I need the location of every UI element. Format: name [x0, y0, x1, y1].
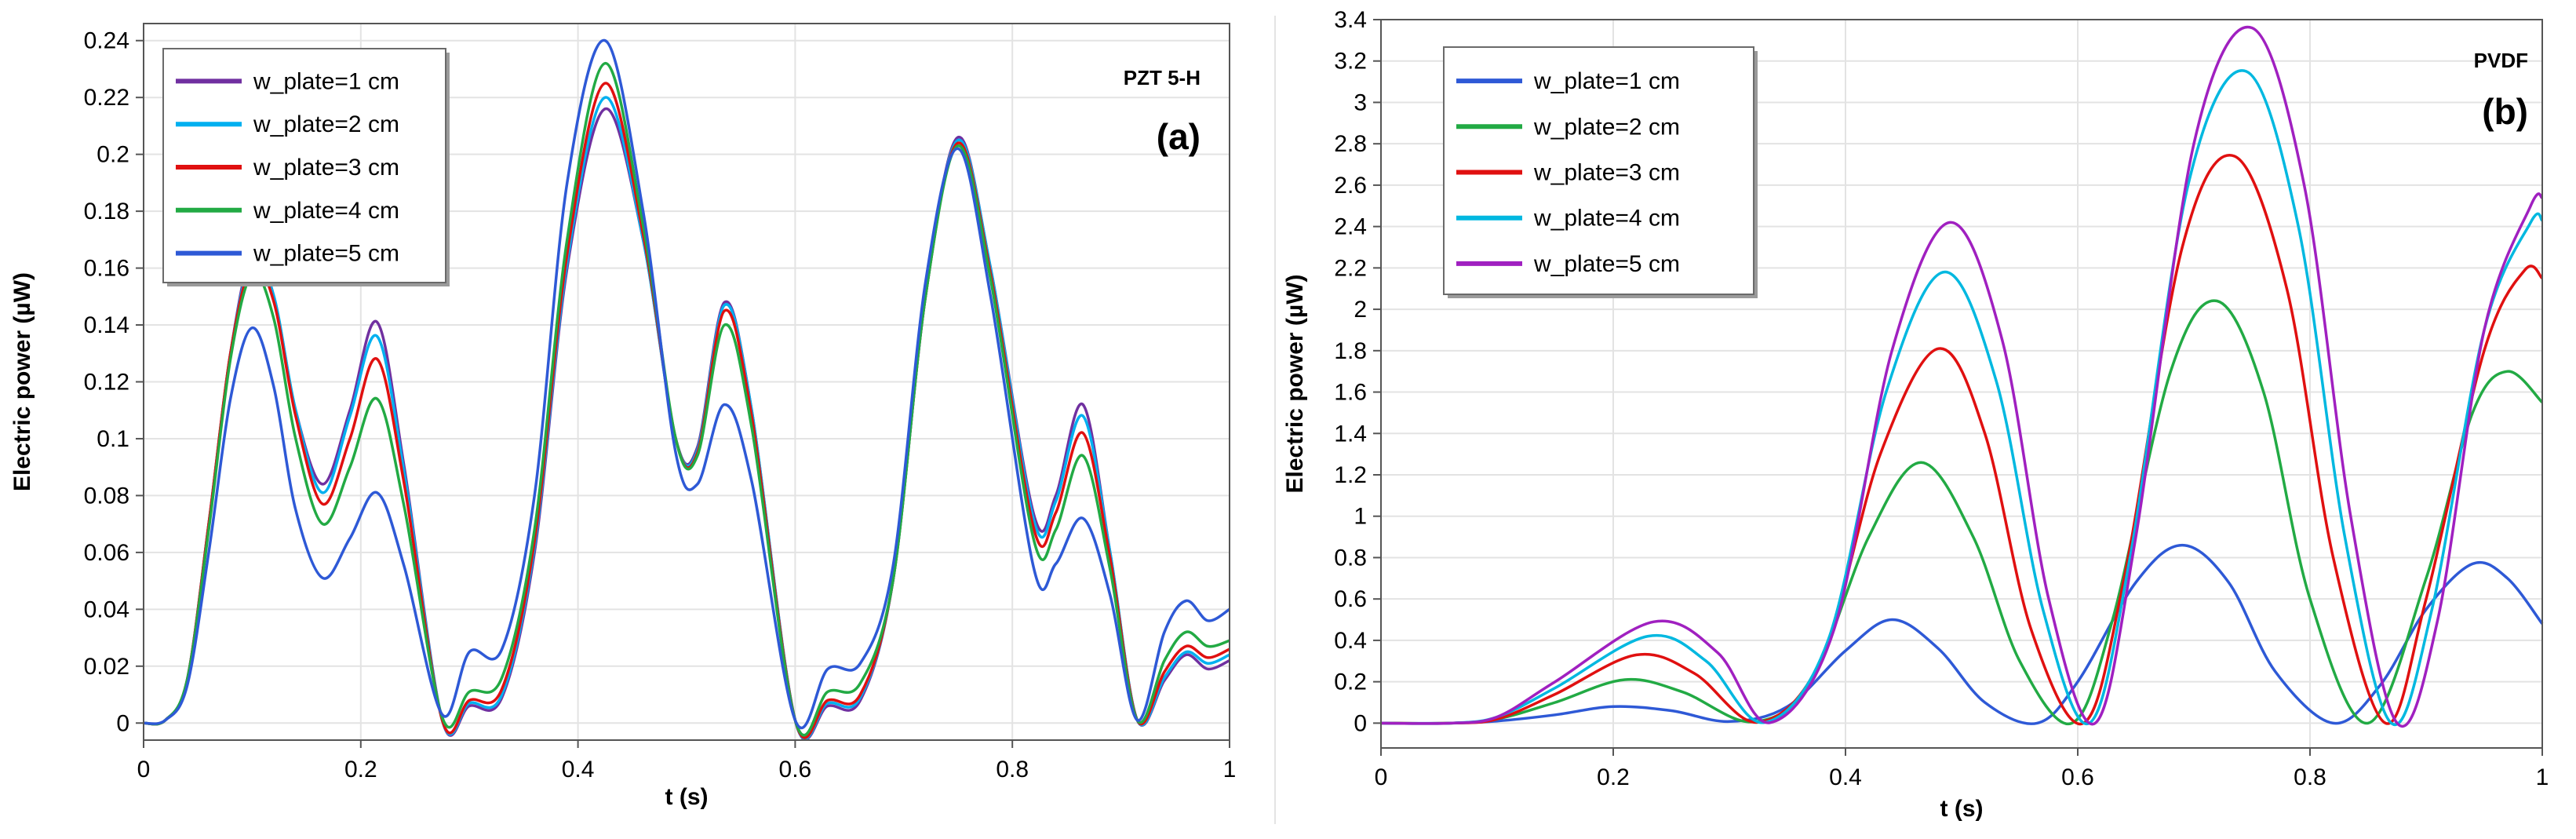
x-tick-label: 0.2 — [344, 757, 377, 782]
y-tick-label: 1 — [1354, 504, 1367, 530]
legend: w_plate=1 cm w_plate=2 cm w_plate=3 cm w_pl… — [1443, 46, 1758, 298]
material-label: PZT 5-H — [1124, 66, 1201, 89]
y-tick-label: 0.16 — [84, 256, 129, 282]
y-tick-label: 2.4 — [1334, 214, 1367, 240]
legend-label: w_plate=4 cm — [1533, 206, 1680, 232]
y-tick-label: 2.6 — [1334, 173, 1367, 199]
x-tick-label: 0.4 — [1829, 764, 1862, 790]
y-tick-label: 3.4 — [1334, 7, 1367, 33]
y-tick-label: 0.06 — [84, 540, 129, 566]
y-tick-label: 0.2 — [1334, 669, 1367, 695]
y-tick-label: 0.02 — [84, 654, 129, 680]
y-axis-label: Electric power (µW) — [1282, 275, 1308, 494]
y-tick-label: 0.14 — [84, 312, 129, 338]
x-tick-label: 0.2 — [1597, 764, 1630, 790]
legend-label: w_plate=5 cm — [1533, 251, 1680, 277]
series-line-w-plate-5-cm — [143, 38, 1230, 730]
y-tick-label: 3 — [1354, 89, 1367, 115]
y-tick-label: 1.6 — [1334, 380, 1367, 406]
y-tick-label: 1.8 — [1334, 338, 1367, 364]
legend-label: w_plate=3 cm — [253, 155, 399, 181]
y-tick-label: 0.24 — [84, 28, 129, 54]
legend-label: w_plate=2 cm — [1533, 114, 1680, 140]
y-tick-label: 0.2 — [97, 142, 129, 168]
y-tick-label: 0 — [116, 710, 129, 736]
chart-panel-b: 0 0.2 0.4 0.6 0.8 1 0 0.2 0.4 0.6 0.8 1 1.2 1.4 1.6 1.8… — [1282, 7, 2549, 822]
y-tick-label: 0.8 — [1334, 545, 1367, 571]
y-tick-label: 0 — [1354, 710, 1367, 736]
x-tick-label: 0 — [137, 757, 151, 782]
x-tick-label: 0.8 — [2294, 764, 2326, 790]
material-label: PVDF — [2474, 49, 2528, 72]
x-axis-label: t (s) — [1940, 796, 1984, 822]
y-tick-label: 0.08 — [84, 483, 129, 509]
y-axis-label: Electric power (µW) — [9, 272, 35, 491]
y-tick-label: 0.12 — [84, 370, 129, 396]
y-tick-label: 0.04 — [84, 596, 129, 622]
x-tick-label: 0.4 — [562, 757, 595, 782]
x-axis-label: t (s) — [665, 784, 709, 810]
x-tick-label: 0.8 — [996, 757, 1029, 782]
y-tick-label: 1.4 — [1334, 421, 1367, 447]
y-tick-label: 2.8 — [1334, 131, 1367, 157]
x-tick-label: 0 — [1375, 764, 1388, 790]
legend-label: w_plate=4 cm — [253, 198, 399, 224]
y-tick-label: 3.2 — [1334, 49, 1367, 75]
y-tick-label: 0.18 — [84, 199, 129, 224]
series-line-w-plate-2-cm — [1380, 299, 2544, 726]
chart-panel-a: 0 0.2 0.4 0.6 0.8 1 0 0.02 0.04 0.06 0.08 0.1 0.12 0.… — [9, 23, 1237, 810]
x-tick-label: 1 — [1223, 757, 1237, 782]
legend-label: w_plate=3 cm — [1533, 160, 1680, 186]
legend-label: w_plate=1 cm — [253, 68, 399, 94]
y-tick-label: 0.6 — [1334, 586, 1367, 612]
legend-label: w_plate=5 cm — [253, 241, 399, 267]
legend-label: w_plate=1 cm — [1533, 68, 1680, 94]
panel-tag: (b) — [2482, 91, 2528, 132]
x-tick-label: 0.6 — [779, 757, 812, 782]
y-tick-label: 0.1 — [97, 426, 129, 452]
axes-frame — [1380, 19, 2543, 749]
y-tick-label: 2.2 — [1334, 255, 1367, 281]
y-tick-label: 2 — [1354, 297, 1367, 323]
series-line-w-plate-4-cm — [143, 61, 1230, 737]
series-line-w-plate-1-cm — [1380, 543, 2544, 725]
x-tick-label: 0.6 — [2061, 764, 2094, 790]
y-tick-label: 0.4 — [1334, 628, 1367, 654]
legend: w_plate=1 cm w_plate=2 cm w_plate=3 cm w_pl… — [162, 48, 450, 286]
x-tick-label: 1 — [2536, 764, 2549, 790]
y-tick-label: 1.2 — [1334, 462, 1367, 488]
panel-tag: (a) — [1157, 116, 1201, 157]
y-tick-label: 0.22 — [84, 85, 129, 111]
series-line-w-plate-5-cm — [1380, 25, 2544, 728]
legend-label: w_plate=2 cm — [253, 111, 399, 137]
